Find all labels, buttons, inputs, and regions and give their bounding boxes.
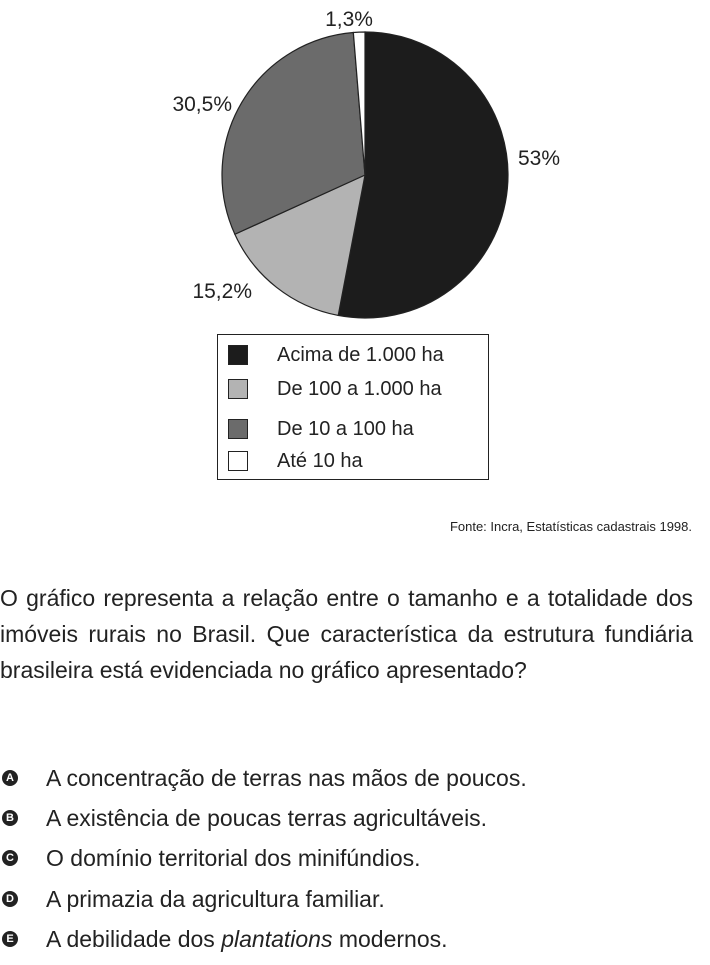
option-text: A debilidade dos plantations modernos. [46, 926, 448, 953]
option-letter-badge: A [2, 770, 18, 786]
slice-ate-10-value-label: 1,3% [325, 8, 373, 31]
slice-100-1000-value-label: 15,2% [192, 280, 252, 303]
legend-swatch-ate-10 [228, 451, 248, 471]
pie-chart: 53% 15,2% 30,5% 1,3% [172, 8, 560, 319]
option-d[interactable]: D A primazia da agricultura familiar. [0, 881, 385, 917]
option-c[interactable]: C O domínio territorial dos minifúndios. [0, 840, 421, 876]
legend-swatch-acima-1000 [228, 345, 248, 365]
option-text: A existência de poucas terras agricultáv… [46, 804, 488, 831]
slice-100-1000 [234, 173, 366, 317]
option-e[interactable]: E A debilidade dos plantations modernos. [0, 921, 448, 957]
option-text: A concentração de terras nas mãos de pou… [46, 764, 527, 791]
legend-item-acima-1000: Acima de 1.000 ha [228, 343, 444, 367]
option-a[interactable]: A A concentração de terras nas mãos de p… [0, 760, 527, 796]
slice-10-100 [221, 31, 366, 236]
option-letter-badge: B [2, 810, 18, 826]
legend-item-10-100: De 10 a 100 ha [228, 417, 414, 441]
option-letter-badge: E [2, 931, 18, 947]
option-letter-badge: D [2, 891, 18, 907]
legend-item-ate-10: Até 10 ha [228, 449, 363, 473]
slice-ate-10 [352, 31, 366, 176]
legend-swatch-100-1000 [228, 379, 248, 399]
legend-label: Até 10 ha [277, 449, 363, 472]
slice-acima-1000 [337, 31, 509, 319]
legend-label: Acima de 1.000 ha [277, 343, 444, 366]
slice-10-100-value-label: 30,5% [172, 93, 232, 116]
chart-source: Fonte: Incra, Estatísticas cadastrais 19… [449, 519, 692, 534]
legend-item-100-1000: De 100 a 1.000 ha [228, 377, 442, 401]
option-text: A primazia da agricultura familiar. [46, 885, 385, 912]
option-letter-badge: C [2, 850, 18, 866]
legend-swatch-10-100 [228, 419, 248, 439]
chart-legend: Acima de 1.000 ha De 100 a 1.000 ha De 1… [217, 334, 489, 480]
option-text-italic: plantations [221, 925, 333, 952]
option-b[interactable]: B A existência de poucas terras agricult… [0, 800, 487, 836]
legend-label: De 10 a 100 ha [277, 417, 414, 440]
slice-acima-1000-value-label: 53% [518, 147, 560, 170]
legend-label: De 100 a 1.000 ha [277, 377, 442, 400]
option-text-part: A debilidade dos [46, 925, 222, 952]
option-text-part: modernos. [332, 925, 448, 952]
option-text: O domínio territorial dos minifúndios. [46, 844, 421, 871]
question-text: O gráfico representa a relação entre o t… [0, 585, 693, 683]
